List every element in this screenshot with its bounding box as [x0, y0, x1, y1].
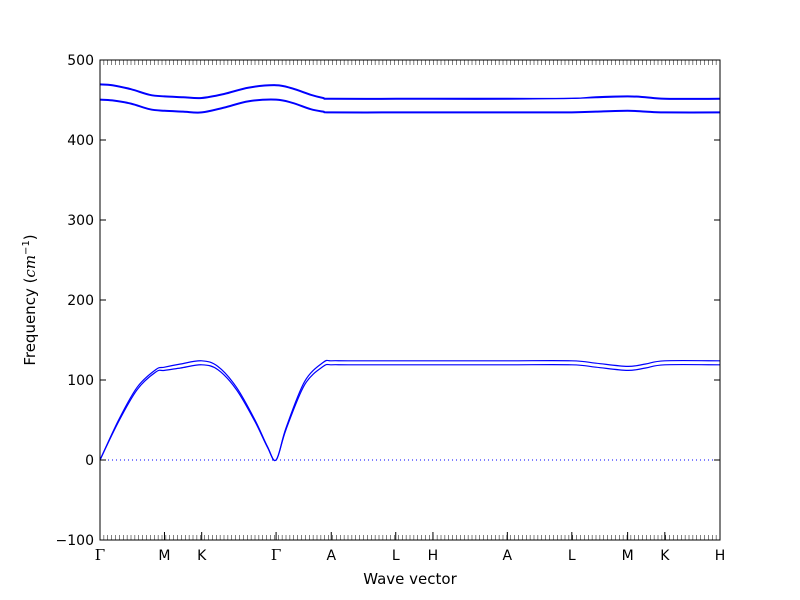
phonon-branch-line: [100, 83, 720, 100]
x-tick-label: L: [568, 548, 576, 564]
y-tick-label: 0: [85, 453, 94, 469]
x-tick-label: K: [660, 548, 670, 564]
y-axis-label-unit: cm: [21, 255, 39, 278]
y-tick-label: −100: [56, 533, 94, 549]
phonon-branch-line: [100, 99, 720, 114]
x-tick-label: Γ: [95, 546, 105, 564]
x-tick-label: Γ: [271, 546, 281, 564]
phonon-branch-line: [100, 98, 720, 113]
y-tick-label: 300: [67, 213, 94, 229]
plot-background: [100, 60, 720, 540]
phonon-branch-line: [100, 359, 720, 462]
y-tick-label: 100: [67, 373, 94, 389]
y-axis-label-text: Frequency: [21, 288, 39, 366]
phonon-branch-line: [100, 84, 720, 100]
x-tick-label: M: [158, 548, 170, 564]
y-axis-label: Frequency (cm−1): [21, 234, 39, 365]
y-axis: −100 0 100 200 300 400 500: [56, 53, 720, 549]
x-tick-label: L: [392, 548, 400, 564]
y-tick-label: 200: [67, 293, 94, 309]
x-tick-label: A: [503, 548, 513, 564]
x-tick-label: M: [622, 548, 634, 564]
x-axis-label: Wave vector: [363, 570, 457, 588]
x-tick-label: H: [428, 548, 439, 564]
plot-frame: [99, 59, 721, 541]
y-tick-label: 400: [67, 133, 94, 149]
series-layer: [100, 83, 720, 462]
x-tick-label: H: [715, 548, 726, 564]
phonon-branch-line: [100, 363, 720, 462]
x-minor-ticks: [99, 60, 721, 540]
y-axis-label-exponent: −1: [21, 240, 32, 255]
x-tick-label: A: [326, 548, 336, 564]
y-tick-label: 500: [67, 53, 94, 69]
x-tick-label: K: [197, 548, 207, 564]
